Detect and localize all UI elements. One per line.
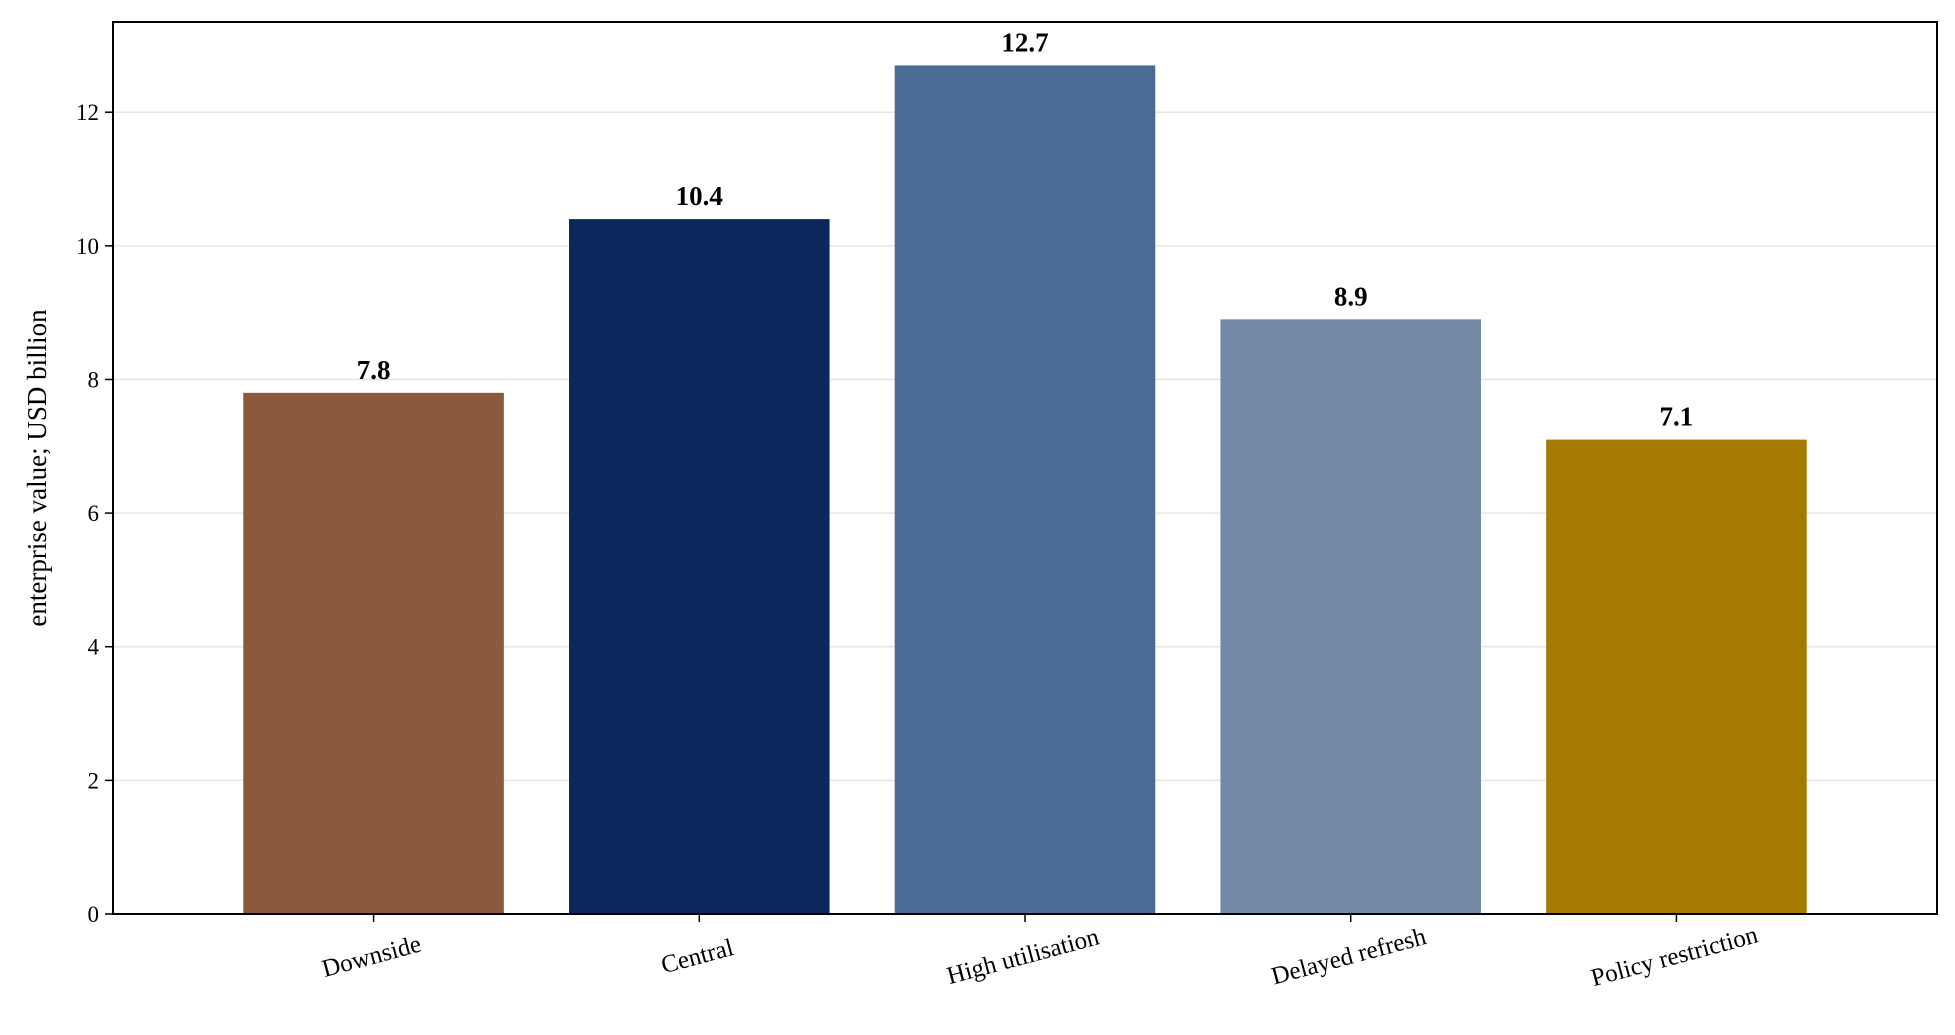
x-tick-label: Policy restriction [1588, 921, 1761, 992]
y-axis-title: enterprise value; USD billion [22, 309, 52, 627]
bar-value-label: 12.7 [1001, 27, 1048, 57]
y-tick-label: 4 [88, 635, 100, 660]
y-tick-label: 8 [88, 367, 100, 392]
x-tick-label: Delayed refresh [1269, 923, 1430, 990]
bar [1220, 319, 1481, 914]
bar-value-label: 10.4 [676, 181, 723, 211]
bar [569, 219, 830, 914]
y-tick-label: 12 [76, 100, 99, 125]
bar-value-labels: 7.8 10.4 12.7 8.9 7.1 [357, 27, 1694, 431]
bar [1546, 439, 1807, 914]
bar [243, 392, 504, 915]
x-tick-label: Central [658, 934, 736, 979]
bars [243, 65, 1807, 915]
y-tick-label: 10 [76, 234, 99, 259]
bar-value-label: 8.9 [1334, 281, 1368, 311]
x-tick-label: High utilisation [944, 923, 1102, 990]
bar-value-label: 7.1 [1660, 402, 1694, 432]
x-tick-label: Downside [319, 931, 424, 983]
y-tick-label: 2 [88, 768, 100, 793]
bar [894, 65, 1156, 914]
y-tick-label: 6 [88, 501, 100, 526]
y-tick-label: 0 [88, 902, 100, 927]
y-axis-ticks: 0 2 4 6 8 10 12 [76, 100, 113, 927]
x-axis-ticks: Downside Central High utilisation Delayed r… [319, 914, 1761, 992]
bar-value-label: 7.8 [357, 355, 391, 385]
